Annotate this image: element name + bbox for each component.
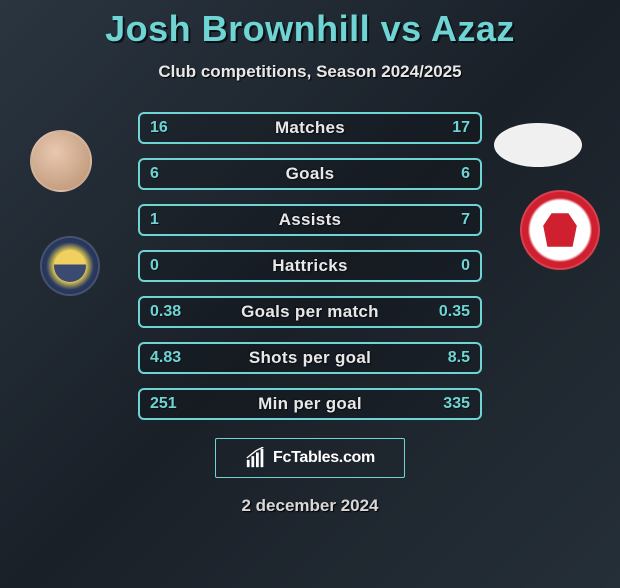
club2-lion-icon (539, 209, 581, 251)
stat-label: Min per goal (140, 390, 480, 418)
page-title: Josh Brownhill vs Azaz (0, 8, 620, 50)
stat-right-value: 17 (442, 114, 480, 142)
stat-label: Goals (140, 160, 480, 188)
stat-right-value: 335 (433, 390, 480, 418)
player1-avatar (30, 130, 92, 192)
stat-label: Matches (140, 114, 480, 142)
club2-crest (520, 190, 600, 270)
stat-right-value: 7 (451, 206, 480, 234)
stat-label: Assists (140, 206, 480, 234)
date-text: 2 december 2024 (0, 496, 620, 516)
subtitle: Club competitions, Season 2024/2025 (0, 62, 620, 82)
stat-row-assists: 1 Assists 7 (138, 204, 482, 236)
stat-right-value: 8.5 (438, 344, 480, 372)
stat-row-hattricks: 0 Hattricks 0 (138, 250, 482, 282)
stat-right-value: 0.35 (429, 298, 480, 326)
stat-label: Shots per goal (140, 344, 480, 372)
stat-row-goals-per-match: 0.38 Goals per match 0.35 (138, 296, 482, 328)
bar-chart-icon (245, 447, 267, 469)
player2-avatar (494, 123, 582, 167)
stat-row-min-per-goal: 251 Min per goal 335 (138, 388, 482, 420)
stat-right-value: 0 (451, 252, 480, 280)
stat-label: Hattricks (140, 252, 480, 280)
stat-row-goals: 6 Goals 6 (138, 158, 482, 190)
stat-right-value: 6 (451, 160, 480, 188)
club1-crest (40, 236, 100, 296)
stat-row-shots-per-goal: 4.83 Shots per goal 8.5 (138, 342, 482, 374)
stats-table: 16 Matches 17 6 Goals 6 1 Assists 7 0 Ha… (138, 112, 482, 420)
club2-crest-inner (532, 202, 588, 258)
stat-row-matches: 16 Matches 17 (138, 112, 482, 144)
club1-crest-inner (54, 250, 86, 282)
branding-box[interactable]: FcTables.com (215, 438, 405, 478)
branding-text: FcTables.com (273, 449, 375, 467)
